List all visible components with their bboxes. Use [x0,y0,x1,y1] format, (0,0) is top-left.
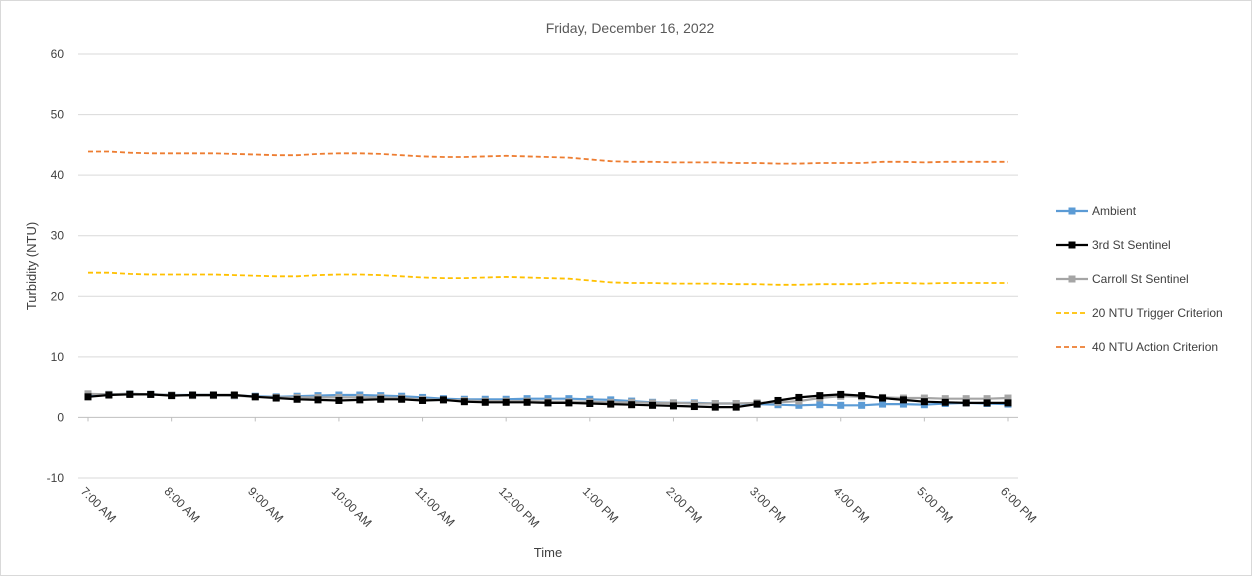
data-point [126,390,134,398]
data-point [690,403,698,411]
y-tick-label: 30 [51,229,65,243]
y-axis-ticks: -10 0 10 20 30 40 50 60 [47,47,65,485]
data-point [795,393,803,401]
data-point [356,396,364,404]
legend-label: 3rd St Sentinel [1092,238,1171,252]
data-point [335,396,343,404]
x-tick-label: 6:00 PM [998,484,1040,526]
data-point [272,394,280,402]
data-point [377,395,385,403]
x-tick-label: 11:00 AM [412,484,457,529]
data-point [879,394,887,402]
series-group [84,150,1012,411]
y-tick-label: -10 [47,471,65,485]
data-point [1004,399,1012,407]
data-point [439,396,447,404]
y-axis-title: Turbidity (NTU) [24,222,39,310]
legend-label: Ambient [1092,204,1137,218]
data-point [398,395,406,403]
x-tick-label: 5:00 PM [914,484,956,526]
legend-marker [1068,241,1076,249]
data-point [105,391,113,399]
data-point [481,398,489,406]
data-point [168,392,176,400]
y-tick-label: 50 [51,108,65,122]
data-point [732,399,740,407]
data-point [523,398,531,406]
data-point [209,391,217,399]
y-tick-label: 40 [51,168,65,182]
data-point [419,396,427,404]
data-point [920,394,928,402]
x-axis-title: Time [534,545,562,560]
data-point [314,396,322,404]
x-tick-label: 10:00 AM [329,484,375,530]
data-point [858,392,866,400]
data-point [983,395,991,403]
x-tick-label: 1:00 PM [580,484,622,526]
data-point [732,403,740,411]
data-point [1004,394,1012,402]
legend-marker [1068,275,1076,283]
data-point [795,401,803,409]
data-point [565,399,573,407]
legend: Ambient 3rd St Sentinel Carroll St Sentine… [1056,204,1223,354]
data-point [84,393,92,401]
x-tick-label: 9:00 AM [245,484,286,525]
data-point [837,401,845,409]
data-point [147,390,155,398]
data-point [962,395,970,403]
x-axis-ticks: 7:00 AM 8:00 AM 9:00 AM 10:00 AM 11:00 AM 12:… [78,417,1040,530]
data-point [899,396,907,404]
data-point [941,398,949,406]
legend-label: 40 NTU Action Criterion [1092,340,1218,354]
series-line-40-ntu-action-criterion [88,150,1008,165]
data-point [544,399,552,407]
data-point [251,393,259,401]
data-point [628,401,636,409]
data-point [753,400,761,408]
data-point [816,392,824,400]
x-tick-label: 3:00 PM [747,484,789,526]
x-tick-label: 7:00 AM [78,484,119,525]
data-point [858,401,866,409]
y-tick-label: 10 [51,350,65,364]
data-point [962,399,970,407]
legend-marker [1068,207,1076,215]
data-point [774,396,782,404]
y-tick-label: 0 [57,410,64,424]
data-point [879,400,887,408]
data-point [795,397,803,405]
data-point [837,390,845,398]
series-line-20-ntu-trigger-criterion [88,271,1008,286]
data-point [920,398,928,406]
data-point [189,391,197,399]
data-point [293,395,301,403]
data-point [711,403,719,411]
data-point [460,398,468,406]
data-point [669,402,677,410]
y-tick-label: 20 [51,289,65,303]
x-tick-label: 2:00 PM [663,484,705,526]
legend-label: 20 NTU Trigger Criterion [1092,306,1223,320]
data-point [607,400,615,408]
data-point [983,399,991,407]
data-point [899,400,907,408]
chart-title: Friday, December 16, 2022 [546,20,715,36]
x-tick-label: 12:00 PM [496,484,542,530]
data-point [586,399,594,407]
data-point [941,395,949,403]
y-tick-label: 60 [51,47,65,61]
data-point [649,401,657,409]
data-point [711,399,719,407]
gridlines [78,53,1018,479]
data-point [230,391,238,399]
x-tick-label: 8:00 AM [162,484,203,525]
legend-label: Carroll St Sentinel [1092,272,1189,286]
x-tick-label: 4:00 PM [831,484,873,526]
data-point [816,401,824,409]
data-point [502,398,510,406]
